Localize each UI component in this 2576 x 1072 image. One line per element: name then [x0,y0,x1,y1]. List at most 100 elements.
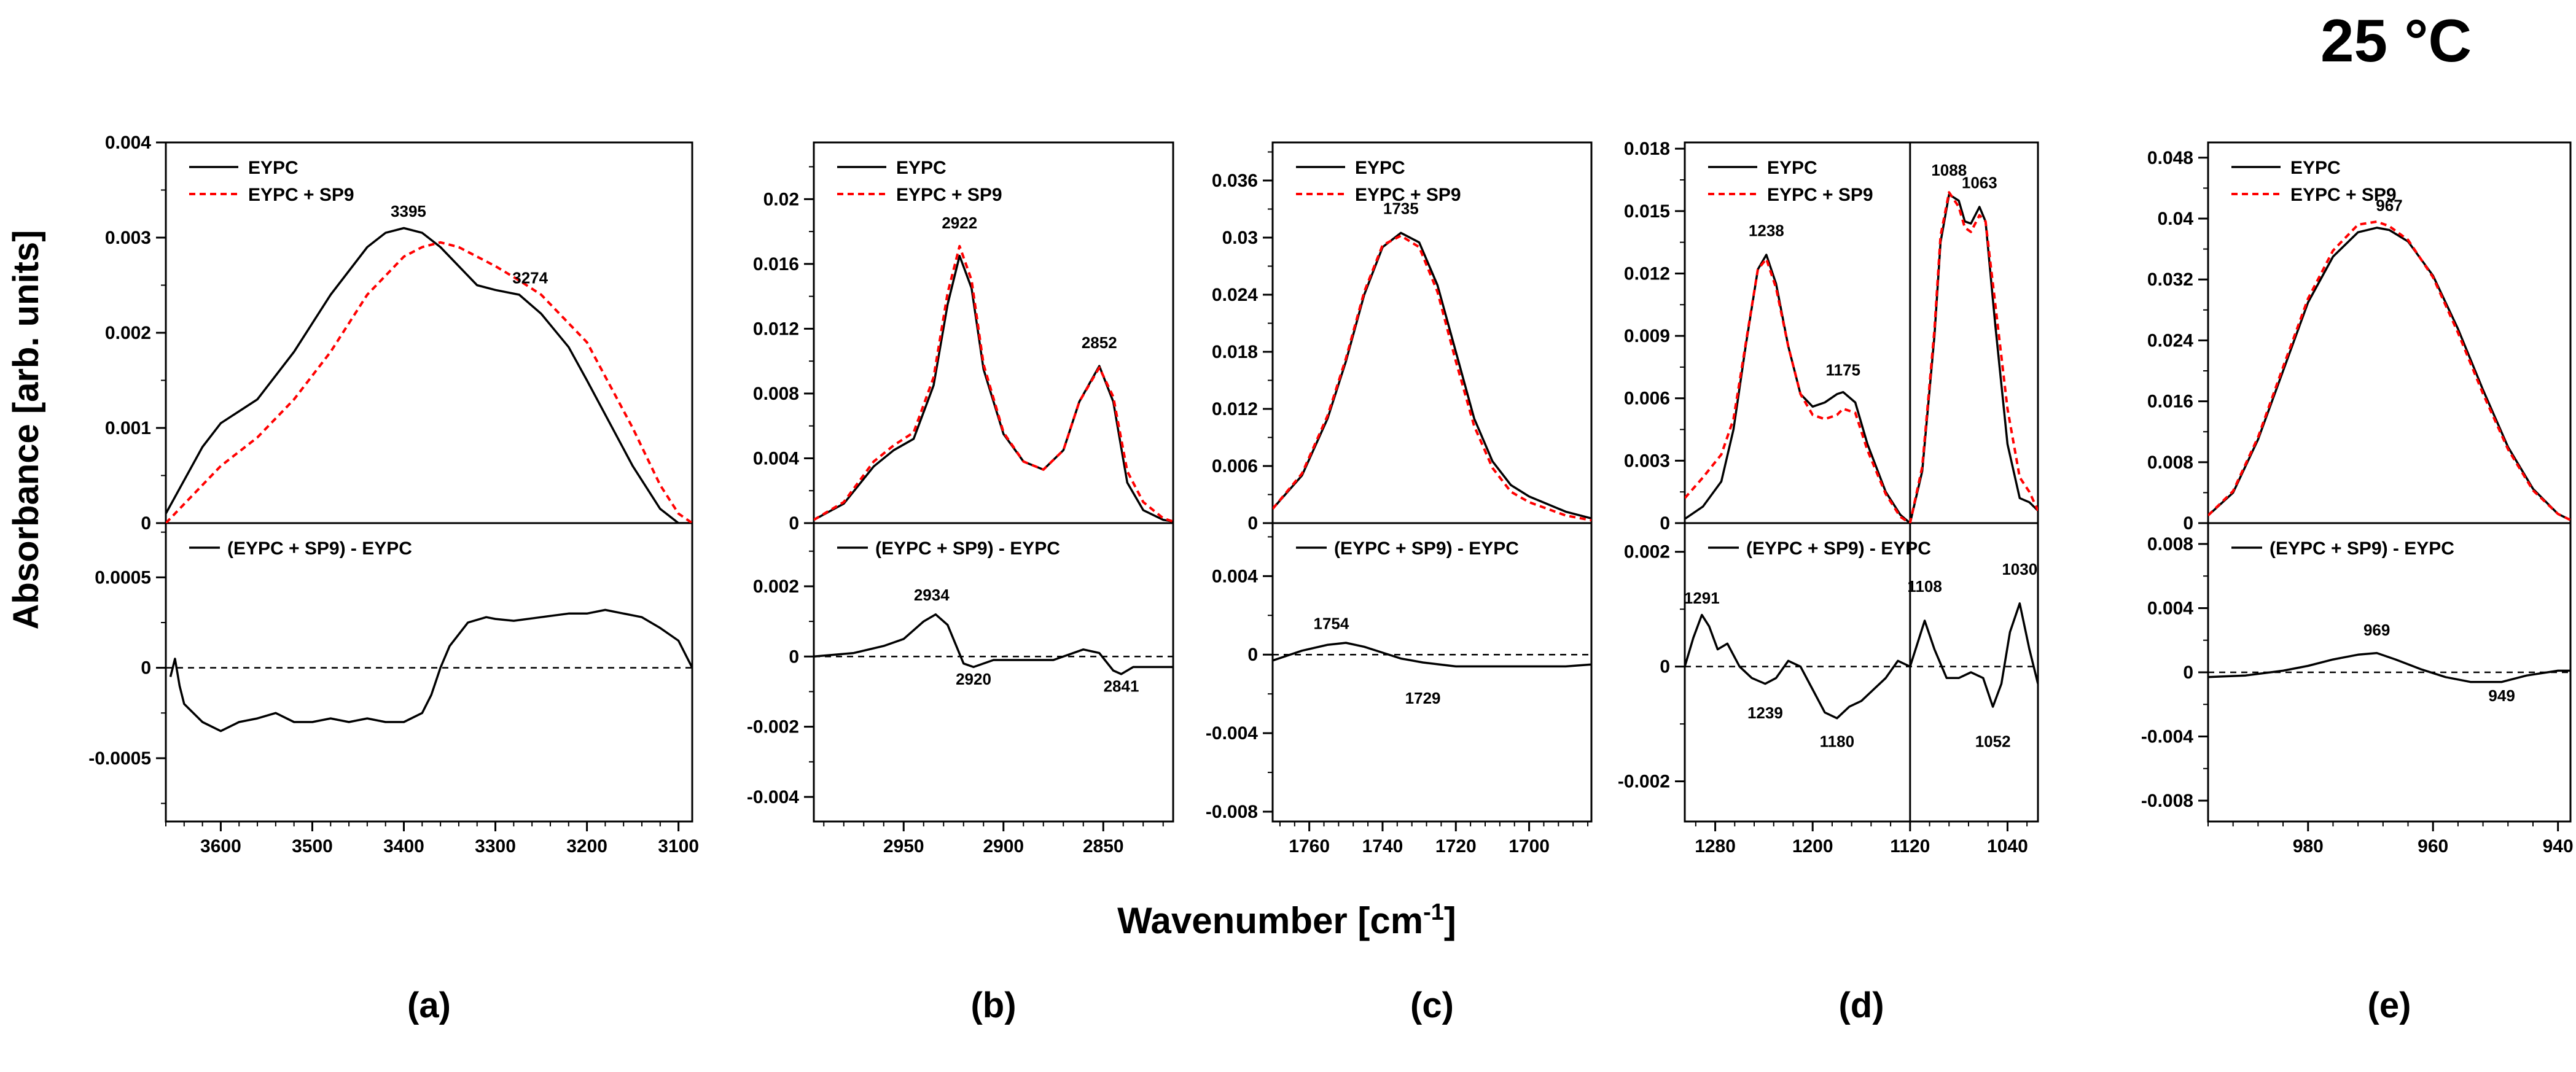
peak-annotation: 3274 [512,268,548,287]
x-axis-label-close: ] [1444,900,1456,941]
y-tick-label: -0.008 [1206,802,1258,822]
legend-label-eypc-sp9: EYPC + SP9 [896,185,1002,205]
panel-a: 3600 3500 3400 3300 3200 3100 0 0.001 0.002 0.003… [88,133,699,1025]
panel-d: 1280 1200 1120 1040 0 0.003 0.006 0.009 0.012 0.0… [1618,139,2039,1025]
series-line-eypc_sp9 [166,241,692,523]
y-tick-label: 0 [2183,662,2193,683]
y-tick-label: 0.004 [105,133,151,153]
y-tick-label: 0.015 [1624,201,1670,222]
panel-label: (d) [1838,985,1884,1025]
plot-frame [1684,141,2039,823]
series-line-eypc [166,227,692,523]
y-tick-label: 0.002 [753,577,799,597]
temperature-label: 25 °C [2320,7,2472,74]
plot-frame [2207,141,2572,823]
series-line-eypc_sp9 [1685,191,2038,523]
y-tick-label: 0.004 [753,448,799,468]
legend-label-eypc-sp9: EYPC + SP9 [248,185,354,205]
y-tick-label: 0.008 [2147,534,2193,554]
x-tick-label: 3400 [383,836,424,856]
y-tick-label: 0.006 [1212,456,1258,476]
legend-label-eypc: EYPC [896,158,946,178]
series-line-eypc [2208,227,2570,521]
x-tick-label: 3200 [566,836,607,856]
panel-c: 1760 1740 1720 1700 0 0.006 0.012 0.018 0.024 0.0… [1206,141,1593,1025]
x-tick-label: 2850 [1083,836,1124,856]
series-line-difference [814,613,1173,675]
series-line-difference [2208,651,2570,683]
y-tick-label: 0.002 [1624,542,1670,562]
y-tick-label: 0.008 [753,384,799,404]
series-line-eypc [814,254,1173,523]
x-tick-label: 980 [2293,836,2324,856]
y-tick-label: 0.012 [1624,263,1670,284]
y-tick-label: 0.018 [1624,139,1670,159]
y-tick-label: 0.036 [1212,171,1258,191]
y-tick-label: 0 [789,513,799,534]
peak-annotation: 2920 [956,670,991,688]
y-tick-label: 0.012 [753,319,799,339]
y-tick-label: -0.002 [1618,772,1670,792]
legend-label-difference: (EYPC + SP9) - EYPC [875,538,1060,559]
panel-label: (e) [2368,985,2411,1025]
series-line-difference [1685,602,2038,720]
legend-label-difference: (EYPC + SP9) - EYPC [227,538,412,559]
peak-annotation: 1735 [1383,199,1419,217]
x-axis-label-main: Wavenumber [cm [1117,900,1423,941]
panel-label: (c) [1410,985,1454,1025]
panels: 3600 3500 3400 3300 3200 3100 0 0.001 0.002 0.003… [88,133,2573,1025]
y-tick-label: 0.016 [2147,392,2193,412]
peak-annotation: 1088 [1931,161,1967,179]
panel-e: 980 960 94000.0080.0160.0240.0320.040.0489… [2141,141,2574,1025]
y-tick-label: -0.004 [2141,727,2193,747]
y-tick-label: 0.04 [2158,209,2194,229]
legend-label-eypc: EYPC [2290,158,2341,178]
peak-annotation: 2841 [1104,677,1139,695]
subplot-bottom: -0.002 0 0.002 1291 1239 1180 1108 1052 1030 (EYP… [1618,538,2038,792]
subplot-top: 0 0.001 0.002 0.003 0.004 3395 3274 EYPC EYPC + … [105,133,692,534]
y-tick-label: 0.003 [105,228,151,248]
y-tick-label: 0.004 [2147,598,2193,618]
y-tick-label: -0.0005 [88,748,151,769]
peak-annotation: 1052 [1975,732,2011,751]
subplot-top: 0 0.004 0.008 0.012 0.016 0.02 2922 2852 EYPC EYP… [753,158,1173,534]
y-tick-label: 0.009 [1624,326,1670,346]
series-line-eypc_sp9 [2208,220,2570,521]
y-tick-label: 0.024 [2147,330,2193,351]
peak-annotation: 1063 [1962,174,1997,192]
peak-annotation: 1180 [1820,732,1854,751]
legend-label-eypc-sp9: EYPC + SP9 [2290,185,2397,205]
series-line-eypc_sp9 [814,244,1173,523]
y-tick-label: 0.003 [1624,451,1670,471]
x-tick-label: 1740 [1362,836,1403,856]
y-tick-label: 0.006 [1624,389,1670,409]
x-tick-label: 2900 [983,836,1024,856]
peak-annotation: 1238 [1749,221,1784,239]
y-tick-label: 0 [1660,513,1670,534]
series-line-difference [169,608,692,732]
y-tick-label: 0.012 [1212,399,1258,419]
peak-annotation: 3395 [391,202,426,220]
panel-label: (b) [970,985,1016,1025]
peak-annotation: 2934 [914,586,950,604]
peak-annotation: 1108 [1907,577,1942,596]
legend-label-eypc-sp9: EYPC + SP9 [1767,185,1873,205]
peak-annotation: 967 [2376,196,2402,215]
subplot-top: 0 0.003 0.006 0.009 0.012 0.015 0.018 1238 1175 1… [1624,139,2038,534]
peak-annotation: 1291 [1684,589,1720,607]
y-tick-label: 0.008 [2147,452,2193,473]
plot-frame [1271,141,1593,823]
y-tick-label: 0 [789,647,799,667]
x-tick-label: 1120 [1890,836,1930,856]
x-tick-label: 940 [2543,836,2574,856]
legend-label-eypc: EYPC [248,158,299,178]
peak-annotation: 1030 [2002,560,2037,578]
peak-annotation: 2852 [1082,333,1117,352]
peak-annotation: 1754 [1314,615,1349,633]
peak-annotation: 1175 [1826,360,1860,379]
x-tick-label: 3100 [658,836,699,856]
x-tick-label: 960 [2418,836,2448,856]
y-tick-label: 0.002 [105,323,151,343]
y-tick-label: 0.0005 [95,567,151,588]
